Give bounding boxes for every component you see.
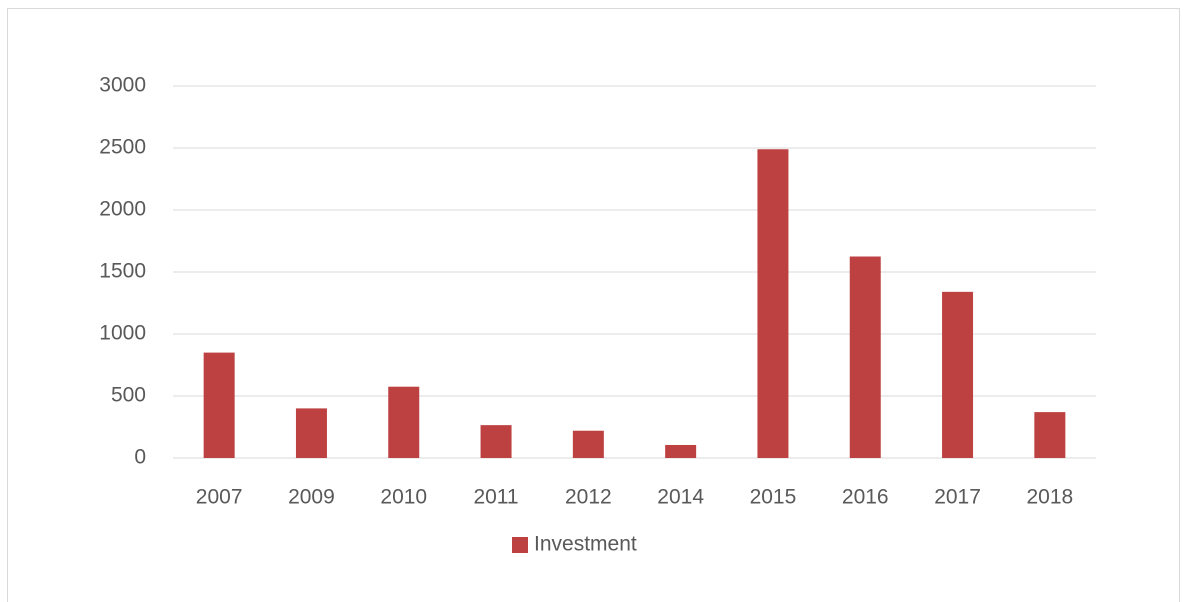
bar [203,352,235,458]
x-tick-label: 2007 [196,486,243,509]
bar [388,386,420,458]
bar [849,256,881,458]
legend-label: Investment [534,533,637,556]
x-tick-label: 2009 [288,486,335,509]
x-tick-label: 2012 [565,486,612,509]
y-tick-label: 2500 [99,136,146,159]
bar [572,430,604,458]
y-tick-label: 1000 [99,322,146,345]
bar [480,425,512,458]
bar [665,444,697,458]
y-tick-label: 0 [134,446,146,469]
x-tick-label: 2014 [657,486,704,509]
y-tick-label: 3000 [99,74,146,97]
y-tick-label: 2000 [99,198,146,221]
bar [295,408,327,458]
y-tick-label: 1500 [99,260,146,283]
x-tick-label: 2015 [750,486,797,509]
x-tick-label: 2016 [842,486,889,509]
legend-swatch [512,537,528,553]
x-tick-label: 2017 [934,486,981,509]
chart-border [7,8,1180,602]
x-tick-label: 2011 [473,486,518,509]
y-tick-label: 500 [111,384,146,407]
bar [757,149,789,459]
x-tick-label: 2018 [1026,486,1073,509]
bar [1034,412,1066,458]
x-tick-label: 2010 [380,486,427,509]
bar [942,291,974,458]
